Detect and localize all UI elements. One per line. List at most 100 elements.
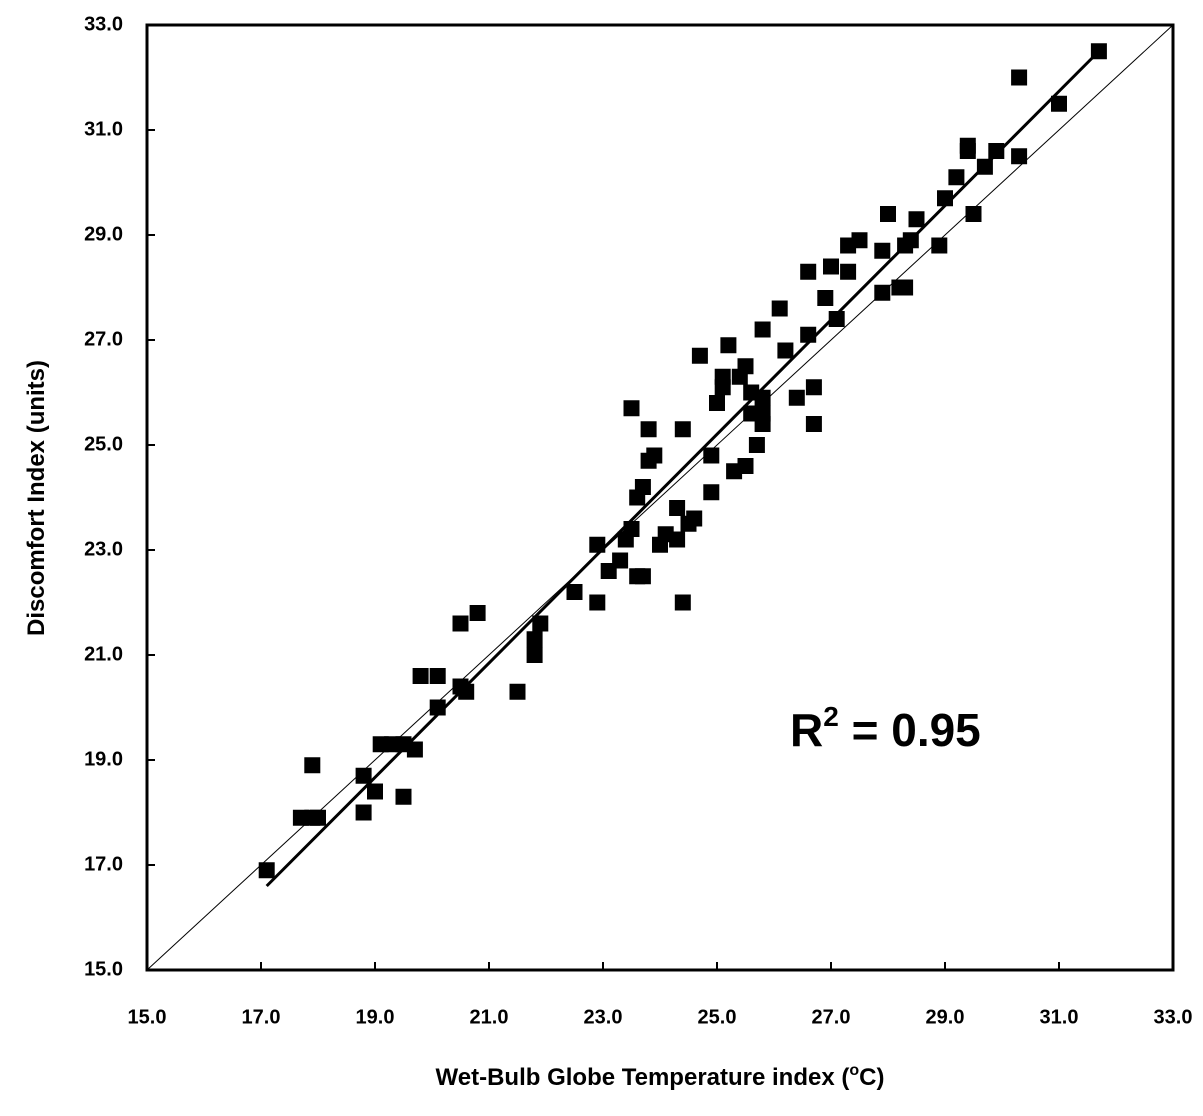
point (805, 379, 822, 396)
point (509, 683, 526, 700)
reference-line (146, 24, 1174, 971)
point (902, 232, 919, 249)
point (976, 158, 993, 175)
point (355, 804, 372, 821)
point (532, 615, 549, 632)
point (310, 809, 326, 826)
point (709, 395, 725, 411)
annotation-text: R (790, 704, 823, 756)
point (640, 421, 657, 438)
point (880, 206, 896, 222)
point (828, 311, 845, 327)
point (988, 143, 1005, 159)
point (258, 862, 275, 879)
point (805, 416, 822, 432)
point (937, 190, 953, 207)
y-tick-label: 19.0 (84, 748, 123, 770)
point (748, 437, 765, 453)
point (823, 258, 839, 275)
point (771, 300, 788, 317)
point (469, 605, 486, 621)
y-tick-label: 27.0 (84, 328, 123, 350)
x-label-text: Wet-Bulb Globe Temperature index ( (436, 1064, 850, 1091)
y-tick-label: 15.0 (84, 958, 123, 980)
point (874, 242, 891, 259)
point (737, 358, 754, 375)
point (612, 552, 629, 569)
fit-line (265, 50, 1100, 888)
x-tick-label: 23.0 (584, 1006, 623, 1028)
point (367, 783, 383, 800)
point (1051, 95, 1067, 112)
y-tick-label: 31.0 (84, 118, 123, 140)
point (851, 232, 868, 249)
point (646, 447, 663, 464)
point (754, 321, 771, 338)
point (703, 484, 720, 501)
point (526, 647, 543, 663)
point (777, 342, 794, 359)
point (720, 337, 737, 354)
x-tick-label: 21.0 (470, 1006, 509, 1028)
point (965, 206, 982, 222)
point (754, 416, 771, 432)
point (669, 531, 686, 548)
point (634, 568, 651, 585)
point (908, 211, 925, 228)
point (691, 347, 708, 364)
point (429, 699, 446, 716)
y-tick-label: 17.0 (84, 853, 123, 875)
y-tick-label: 33.0 (84, 13, 123, 35)
y-axis-label: Discomfort Index (units) (23, 360, 50, 636)
y-tick-label: 29.0 (84, 223, 123, 245)
point (623, 521, 640, 537)
x-tick-label: 19.0 (356, 1006, 395, 1028)
point (897, 279, 914, 296)
point (526, 631, 543, 648)
point (406, 741, 423, 758)
x-tick-label: 27.0 (812, 1006, 851, 1028)
point (800, 263, 817, 280)
point (634, 479, 651, 495)
point (840, 263, 857, 280)
x-label-sup: o (849, 1062, 859, 1079)
point (429, 668, 446, 684)
point (686, 510, 703, 527)
point (817, 290, 834, 306)
y-tick-label: 23.0 (84, 538, 123, 560)
x-tick-label: 25.0 (698, 1006, 737, 1028)
point (737, 458, 754, 474)
point (1090, 43, 1107, 60)
point (959, 143, 976, 159)
point (566, 584, 583, 600)
point (589, 536, 606, 553)
point (452, 615, 469, 632)
point (589, 594, 606, 611)
point (874, 284, 891, 301)
point (304, 757, 321, 774)
point (674, 594, 691, 611)
annotation-sup: 2 (823, 701, 839, 732)
point (623, 400, 640, 417)
point (1011, 69, 1028, 86)
point (395, 788, 412, 805)
plot-frame (145, 23, 1175, 972)
x-label-text: C) (859, 1064, 884, 1091)
y-tick-label: 21.0 (84, 643, 123, 665)
annotation: R2 = 0.95 (790, 701, 981, 756)
point (800, 326, 817, 343)
point (1011, 148, 1028, 165)
point (412, 668, 429, 684)
point (788, 389, 805, 406)
x-tick-label: 17.0 (242, 1006, 281, 1028)
point (703, 447, 720, 464)
point (754, 389, 771, 406)
x-tick-label: 29.0 (926, 1006, 965, 1028)
point (458, 683, 475, 700)
point (931, 237, 948, 254)
y-tick-label: 25.0 (84, 433, 123, 455)
annotation-text: = 0.95 (839, 704, 981, 756)
x-axis-label: Wet-Bulb Globe Temperature index (oC) (436, 1062, 885, 1091)
point (669, 500, 686, 516)
